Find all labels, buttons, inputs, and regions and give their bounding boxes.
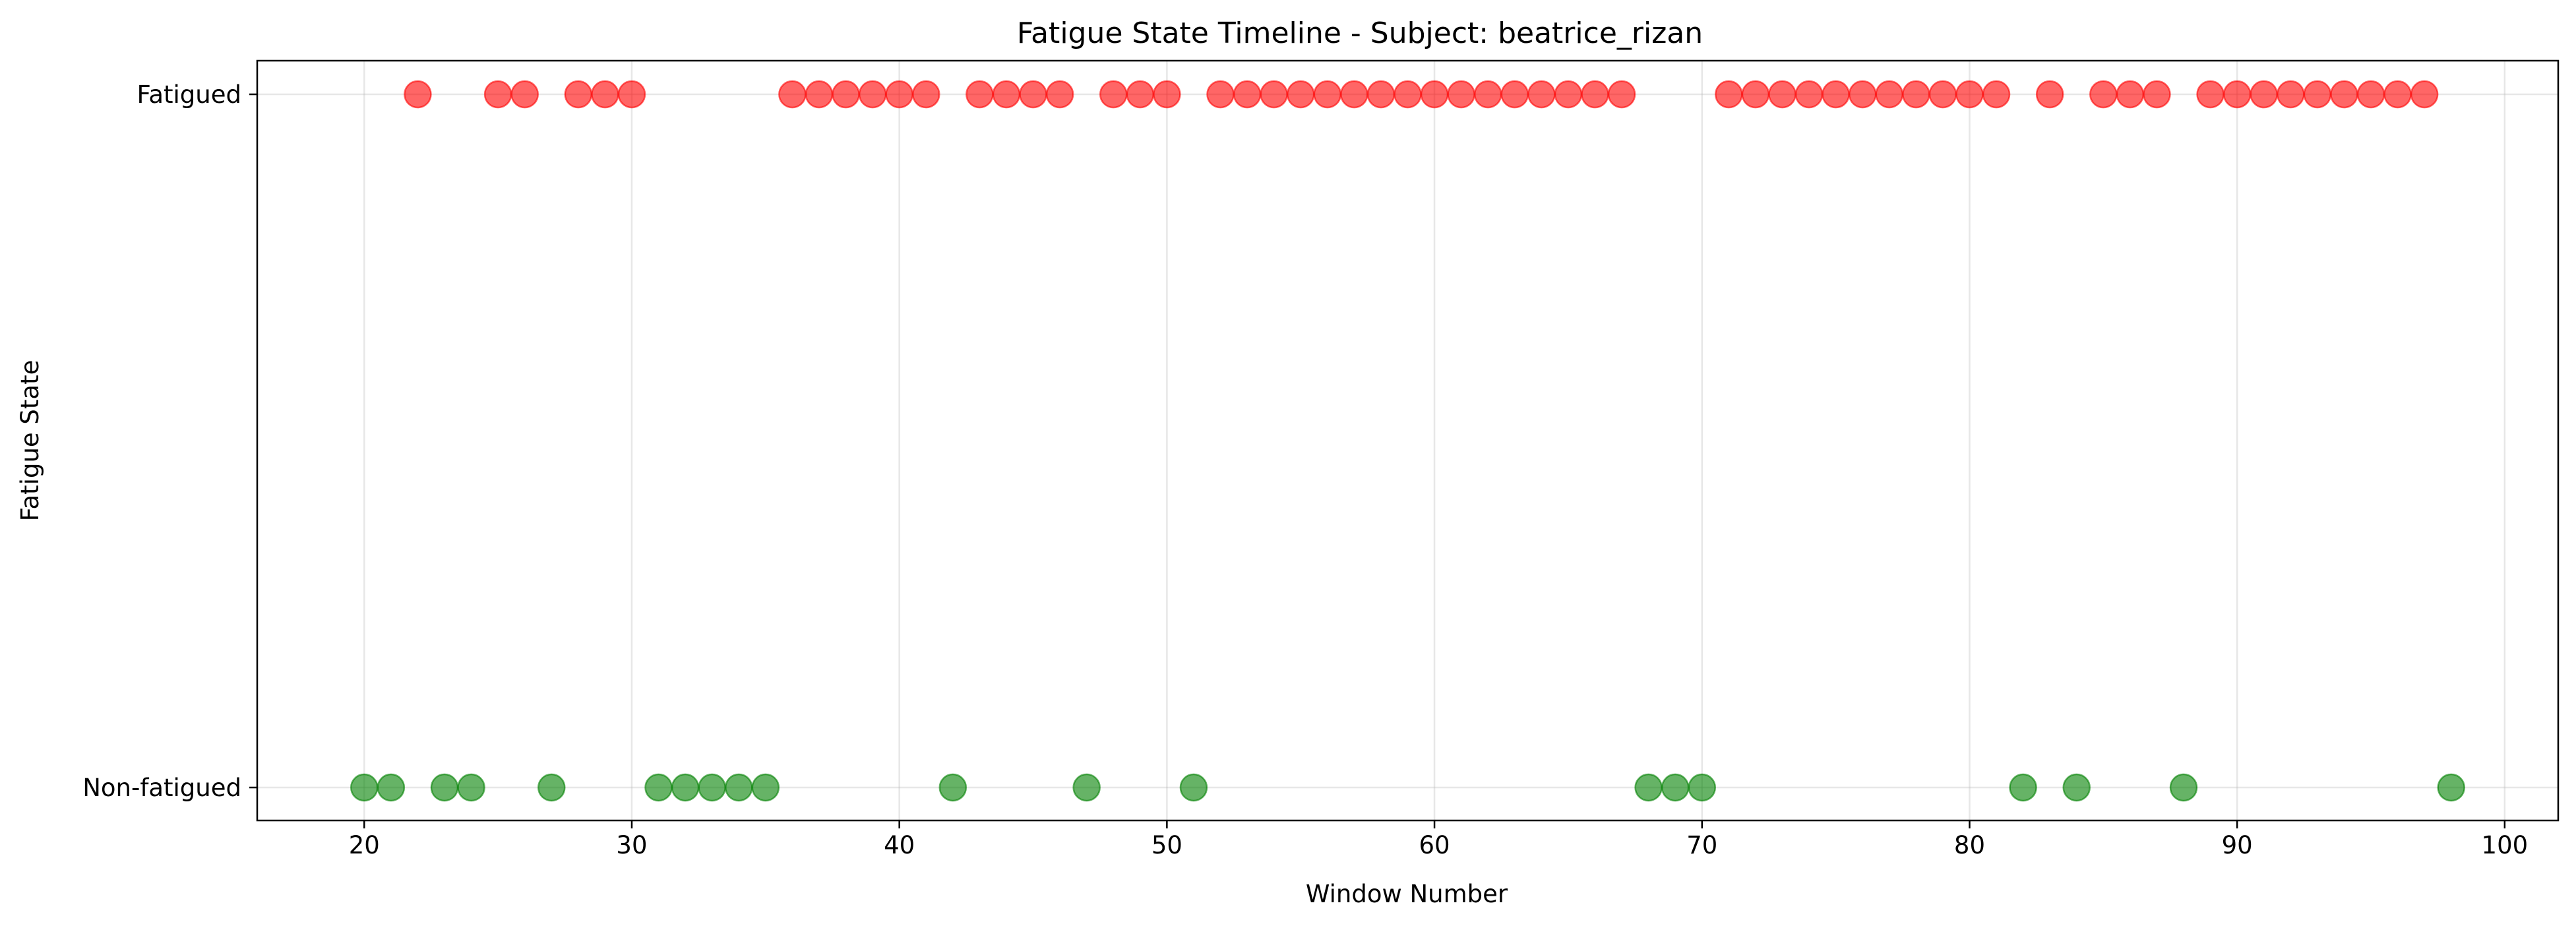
fatigued-point	[2410, 80, 2439, 109]
fatigued-point	[564, 80, 593, 109]
x-tick-label: 60	[1419, 831, 1450, 859]
fatigued-point	[1447, 80, 1475, 109]
data-points	[350, 80, 2465, 802]
fatigued-point	[885, 80, 913, 109]
fatigued-point	[1099, 80, 1128, 109]
non-fatigued-point	[2062, 773, 2091, 802]
non-fatigued-point	[1179, 773, 1208, 802]
fatigued-point	[1394, 80, 1422, 109]
fatigued-point	[1019, 80, 1047, 109]
fatigued-point	[1153, 80, 1181, 109]
x-tick-label: 20	[349, 831, 380, 859]
fatigued-point	[2303, 80, 2332, 109]
fatigued-point	[591, 80, 619, 109]
fatigued-point	[1126, 80, 1155, 109]
fatigued-point	[1045, 80, 1074, 109]
fatigued-point	[2035, 80, 2064, 109]
non-fatigued-point	[644, 773, 673, 802]
non-fatigued-point	[2009, 773, 2037, 802]
non-fatigued-point	[671, 773, 700, 802]
fatigued-point	[1581, 80, 1609, 109]
fatigued-point	[2330, 80, 2358, 109]
non-fatigued-point	[2437, 773, 2465, 802]
non-fatigued-point	[1072, 773, 1101, 802]
non-fatigued-point	[430, 773, 459, 802]
x-tick-label: 30	[616, 831, 647, 859]
fatigued-point	[1206, 80, 1235, 109]
y-tick-label: Non-fatigued	[82, 774, 241, 802]
fatigued-point	[2116, 80, 2145, 109]
fatigued-point	[992, 80, 1021, 109]
fatigued-point	[2089, 80, 2118, 109]
fatigued-point	[1340, 80, 1368, 109]
x-tick-label: 50	[1151, 831, 1182, 859]
fatigued-point	[1715, 80, 1743, 109]
fatigued-point	[2277, 80, 2305, 109]
grid-lines	[257, 61, 2558, 820]
fatigued-point	[911, 80, 940, 109]
x-tick-label: 100	[2482, 831, 2529, 859]
fatigued-point	[1500, 80, 1529, 109]
fatigued-point	[1313, 80, 1342, 109]
fatigued-point	[832, 80, 860, 109]
fatigued-point	[1875, 80, 1904, 109]
fatigued-point	[1794, 80, 1824, 109]
fatigued-point	[1982, 80, 2011, 109]
non-fatigued-point	[377, 773, 406, 802]
fatigued-point	[1286, 80, 1315, 109]
non-fatigued-point	[1634, 773, 1663, 802]
non-fatigued-point	[2169, 773, 2198, 802]
axis-ticks: 20 30 40 50 60 70 80 90 100 Non-fatigued Fatigued	[82, 80, 2528, 859]
non-fatigued-point	[725, 773, 753, 802]
fatigued-point	[1848, 80, 1877, 109]
y-tick-label: Fatigued	[137, 80, 241, 109]
non-fatigued-point	[457, 773, 485, 802]
non-fatigued-point	[1688, 773, 1717, 802]
fatigued-point	[617, 80, 646, 109]
fatigued-point	[1366, 80, 1395, 109]
fatigued-point	[2143, 80, 2171, 109]
fatigued-point	[1473, 80, 1502, 109]
fatigued-point	[1902, 80, 1930, 109]
chart-title: Fatigue State Timeline - Subject: beatri…	[1017, 16, 1703, 50]
fatigued-point	[2250, 80, 2278, 109]
fatigued-point	[2223, 80, 2252, 109]
fatigued-point	[510, 80, 539, 109]
fatigued-point	[1233, 80, 1262, 109]
x-axis-label: Window Number	[1306, 880, 1508, 908]
x-tick-label: 40	[884, 831, 915, 859]
x-tick-label: 80	[1954, 831, 1985, 859]
non-fatigued-point	[350, 773, 379, 802]
fatigued-point	[1527, 80, 1556, 109]
fatigued-point	[778, 80, 807, 109]
non-fatigued-point	[698, 773, 726, 802]
y-axis-label: Fatigue State	[16, 360, 44, 522]
fatigued-point	[2383, 80, 2412, 109]
fatigued-point	[1822, 80, 1850, 109]
fatigued-point	[858, 80, 887, 109]
non-fatigued-point	[751, 773, 780, 802]
fatigued-point	[966, 80, 994, 109]
plot-frame	[256, 59, 2560, 822]
fatigued-point	[483, 80, 512, 109]
non-fatigued-point	[537, 773, 566, 802]
fatigued-point	[1741, 80, 1770, 109]
fatigued-point	[805, 80, 834, 109]
fatigued-point	[404, 80, 432, 109]
fatigued-point	[2356, 80, 2385, 109]
fatigued-point	[1955, 80, 1984, 109]
x-tick-label: 90	[2222, 831, 2253, 859]
fatigued-point	[1260, 80, 1288, 109]
fatigued-point	[2196, 80, 2224, 109]
fatigued-point	[1607, 80, 1636, 109]
x-tick-label: 70	[1686, 831, 1717, 859]
non-fatigued-point	[938, 773, 967, 802]
non-fatigued-point	[1661, 773, 1690, 802]
fatigued-point	[1928, 80, 1957, 109]
fatigued-point	[1554, 80, 1583, 109]
fatigued-point	[1768, 80, 1796, 109]
fatigued-point	[1420, 80, 1449, 109]
